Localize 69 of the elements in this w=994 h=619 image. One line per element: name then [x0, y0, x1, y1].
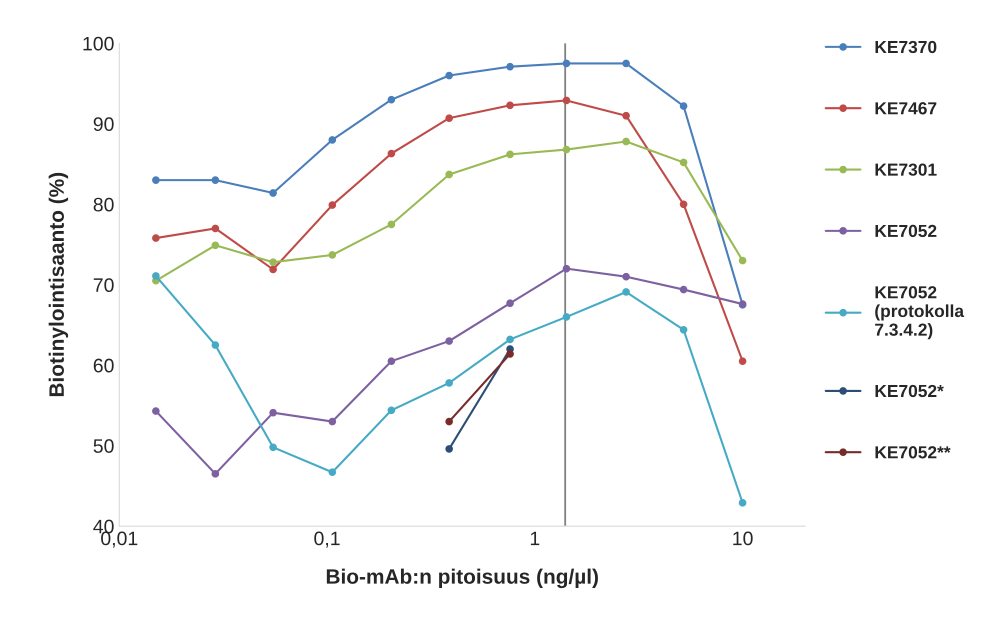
point [445, 337, 453, 345]
y-tick-label: 60 [94, 358, 114, 372]
point [388, 406, 396, 414]
point [152, 176, 160, 184]
point [622, 60, 630, 68]
y-tick-label: 40 [93, 520, 114, 534]
point [445, 445, 453, 453]
point [738, 498, 746, 507]
point [738, 256, 746, 264]
legend-label: KE7052 (protokolla 7.3.4.2) [875, 286, 964, 340]
point [562, 96, 570, 104]
x-tick-label: 0,01 [101, 532, 138, 548]
point [269, 189, 277, 197]
point [680, 200, 688, 208]
point [622, 112, 630, 120]
point [328, 201, 336, 209]
point [269, 266, 277, 274]
legend-label: KE7467 [876, 102, 936, 114]
point [622, 138, 630, 146]
point [212, 470, 220, 478]
y-tick-label: 50 [94, 439, 114, 453]
point [212, 224, 220, 232]
point [388, 150, 396, 158]
x-tick-label: 1 [530, 532, 540, 546]
point [388, 220, 396, 228]
point [562, 60, 570, 68]
y-axis-title: Biotinylointisaanto (%) [48, 172, 68, 396]
legend-label: KE7052** [876, 446, 951, 458]
point [328, 251, 336, 259]
point [328, 136, 336, 144]
point [445, 418, 453, 426]
legend-label: KE7370 [876, 40, 936, 54]
point [445, 72, 453, 80]
point [562, 264, 570, 272]
point [269, 408, 277, 417]
x-tick-label: 0,1 [314, 532, 340, 548]
y-tick-label: 100 [83, 36, 114, 51]
point [212, 176, 220, 184]
point [562, 313, 570, 321]
legend-label: KE7301 [876, 163, 937, 176]
point [269, 443, 277, 452]
point [738, 357, 746, 366]
legend-label: KE7052 [876, 224, 936, 238]
point [680, 286, 688, 294]
point [680, 102, 688, 110]
point [212, 241, 220, 250]
point [562, 146, 570, 154]
y-tick-label: 70 [94, 278, 114, 292]
x-axis-title: Bio-mAb:n pitoisuus (ng/µl) [326, 568, 598, 588]
point [388, 96, 396, 104]
point [152, 234, 160, 242]
point [622, 288, 630, 296]
point [445, 170, 453, 178]
point [328, 468, 336, 476]
point [269, 258, 277, 266]
x-tick-label: 10 [733, 532, 753, 546]
point [680, 158, 688, 166]
point [152, 407, 160, 415]
point [388, 357, 396, 366]
y-tick-label: 90 [94, 117, 114, 132]
point [152, 272, 160, 280]
legend-label: KE7052* [876, 384, 944, 398]
point [680, 326, 688, 334]
point [212, 341, 220, 349]
y-tick-label: 80 [94, 198, 114, 212]
point [622, 272, 630, 281]
point [445, 114, 453, 122]
point [445, 379, 453, 387]
point [328, 418, 336, 426]
